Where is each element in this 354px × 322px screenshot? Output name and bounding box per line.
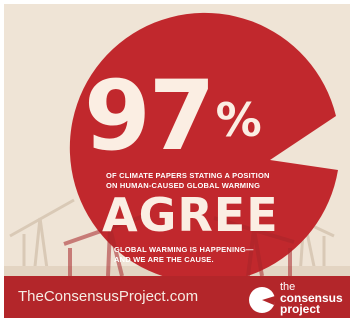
description-line-1: OF CLIMATE PAPERS STATING A POSITION (106, 171, 270, 180)
pumpjack-silhouette-icon (4, 12, 350, 283)
percentage-headline: 97% (84, 68, 284, 164)
website-link[interactable]: TheConsensusProject.com (18, 288, 199, 305)
percentage-value: 97 (84, 60, 216, 172)
red-circle-badge (69, 12, 338, 283)
description-line-2: ON HUMAN-CAUSED GLOBAL WARMING (106, 181, 261, 190)
tagline-line-1: GLOBAL WARMING IS HAPPENING— (114, 245, 254, 254)
description-text: OF CLIMATE PAPERS STATING A POSITION ON … (106, 171, 276, 191)
consensus-poster: 97% OF CLIMATE PAPERS STATING A POSITION… (4, 4, 350, 318)
logo-line-3: project (280, 302, 321, 316)
poster-footer: TheConsensusProject.com the consensus pr… (4, 276, 350, 318)
consensus-project-logo-icon (249, 287, 276, 313)
logo-line-1: the (280, 281, 296, 293)
tagline-text: GLOBAL WARMING IS HAPPENING— AND WE ARE … (114, 245, 284, 265)
tagline-line-2: AND WE ARE THE CAUSE. (114, 255, 214, 264)
logo-wordmark: the consensus project (280, 281, 343, 316)
percent-sign: % (215, 93, 262, 147)
consensus-project-logo: the consensus project (248, 280, 348, 316)
agree-word: AGREE (102, 188, 279, 242)
logo-line-2: consensus (280, 291, 343, 305)
